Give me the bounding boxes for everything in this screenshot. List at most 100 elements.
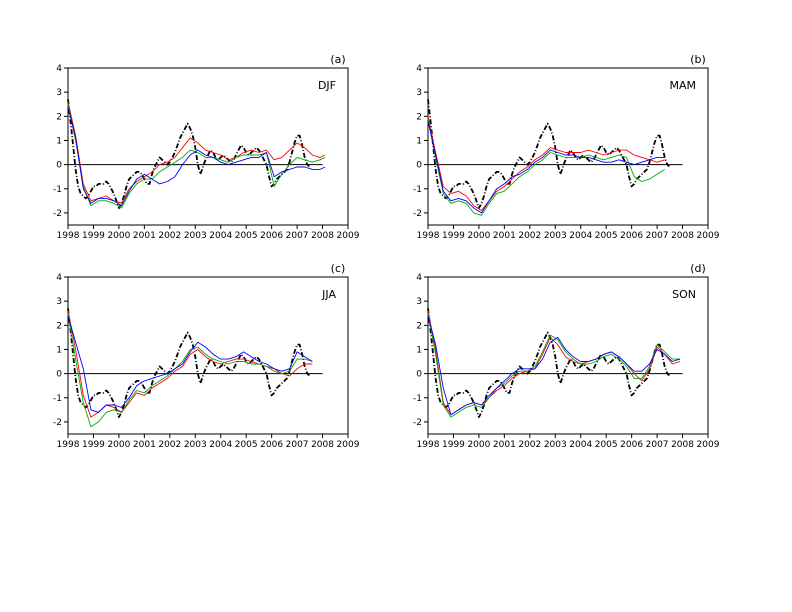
x-tick-label: 2004 [569,231,592,241]
series-red [427,310,681,416]
x-tick-label: 2009 [697,440,720,450]
x-tick-label: 2008 [311,231,334,241]
x-tick-label: 2004 [569,440,592,450]
panel-label: (c) [331,262,346,275]
x-tick-label: 2005 [595,440,618,450]
y-tick-label: -2 [413,418,422,428]
x-tick-label: 1999 [442,231,465,241]
panel-a: 1998 1999 2000 2001 2002 2003 2004 2005 2006 2007… [53,53,360,241]
y-tick-label: 3 [56,88,62,98]
x-tick-label: 2007 [646,231,669,241]
x-tick-label: 2008 [671,231,694,241]
x-tick-label: 2006 [620,231,643,241]
panel-label: (b) [690,53,706,66]
y-tick-label: -1 [413,394,422,404]
x-tick-label: 2006 [260,440,283,450]
x-tick-label: 2009 [697,231,720,241]
panel-label: (a) [330,53,345,66]
x-tick-label: 2001 [133,440,156,450]
x-tick-label: 1998 [57,440,80,450]
series-black [67,308,311,419]
series-red [67,310,313,418]
x-tick-label: 2000 [107,231,130,241]
y-tick-label: 0 [56,161,62,171]
season-label: MAM [669,79,696,92]
x-tick-label: 2006 [260,231,283,241]
x-tick-label: 1999 [442,440,465,450]
y-tick-label: 2 [56,321,62,331]
x-tick-label: 1998 [417,231,440,241]
plot-frame [67,276,349,435]
x-tick-label: 2000 [467,231,490,241]
x-tick-label: 2003 [544,231,567,241]
y-tick-label: 3 [416,297,422,307]
y-tick-label: -2 [413,209,422,219]
y-tick-label: 2 [56,112,62,122]
series-red [67,101,326,204]
x-tick-label: 2003 [184,231,207,241]
x-tick-label: 2005 [595,231,618,241]
y-tick-label: 4 [56,273,62,283]
y-tick-label: 3 [56,297,62,307]
x-tick-label: 1998 [57,231,80,241]
x-tick-label: 2005 [235,440,258,450]
season-label: DJF [318,79,336,92]
x-tick-label: 2002 [158,440,181,450]
series-blue [67,315,313,413]
panel-d: 1998 1999 2000 2001 2002 2003 2004 2005 2006 2007… [413,262,720,450]
panel-b: 1998 1999 2000 2001 2002 2003 2004 2005 2006 2007… [413,53,720,241]
x-tick-label: 1999 [82,440,105,450]
x-tick-label: 2006 [620,440,643,450]
x-tick-label: 2001 [133,231,156,241]
y-tick-label: 0 [416,161,422,171]
panel-label: (d) [690,262,706,275]
y-tick-label: -2 [53,418,62,428]
series-green [67,313,313,428]
x-tick-label: 2001 [493,440,516,450]
season-label: JJA [321,288,336,301]
series-black [427,308,671,419]
x-tick-label: 2009 [337,231,360,241]
x-tick-label: 2002 [518,440,541,450]
y-tick-label: -1 [53,185,62,195]
x-tick-label: 2004 [209,440,232,450]
x-tick-label: 1999 [82,231,105,241]
x-tick-label: 2005 [235,231,258,241]
y-tick-label: 4 [416,273,422,283]
y-tick-label: -2 [53,209,62,219]
y-tick-label: 2 [416,321,422,331]
series-green [427,118,665,216]
y-tick-label: 1 [56,345,62,355]
x-tick-label: 2007 [646,440,669,450]
x-tick-label: 2000 [107,440,130,450]
y-tick-label: 0 [416,370,422,380]
plot-frame [427,276,709,435]
series-blue [67,106,326,207]
x-tick-label: 2003 [544,440,567,450]
y-tick-label: 2 [416,112,422,122]
x-tick-label: 1998 [417,440,440,450]
x-tick-label: 2007 [286,440,309,450]
x-tick-label: 2004 [209,231,232,241]
x-tick-label: 2003 [184,440,207,450]
x-tick-label: 2007 [286,231,309,241]
y-tick-label: 1 [416,345,422,355]
series-green [427,313,680,418]
series-blue [427,315,681,416]
y-tick-label: -1 [413,185,422,195]
x-tick-label: 2000 [467,440,490,450]
y-tick-label: 1 [56,136,62,146]
x-tick-label: 2002 [518,231,541,241]
x-tick-label: 2002 [158,231,181,241]
plot-frame [427,67,709,226]
y-tick-label: 3 [416,88,422,98]
y-tick-label: 4 [416,64,422,74]
x-tick-label: 2008 [671,440,694,450]
y-tick-label: 0 [56,370,62,380]
x-tick-label: 2008 [311,440,334,450]
series-red [427,116,665,211]
y-tick-label: 1 [416,136,422,146]
season-label: SON [672,288,696,301]
series-black [427,99,671,210]
